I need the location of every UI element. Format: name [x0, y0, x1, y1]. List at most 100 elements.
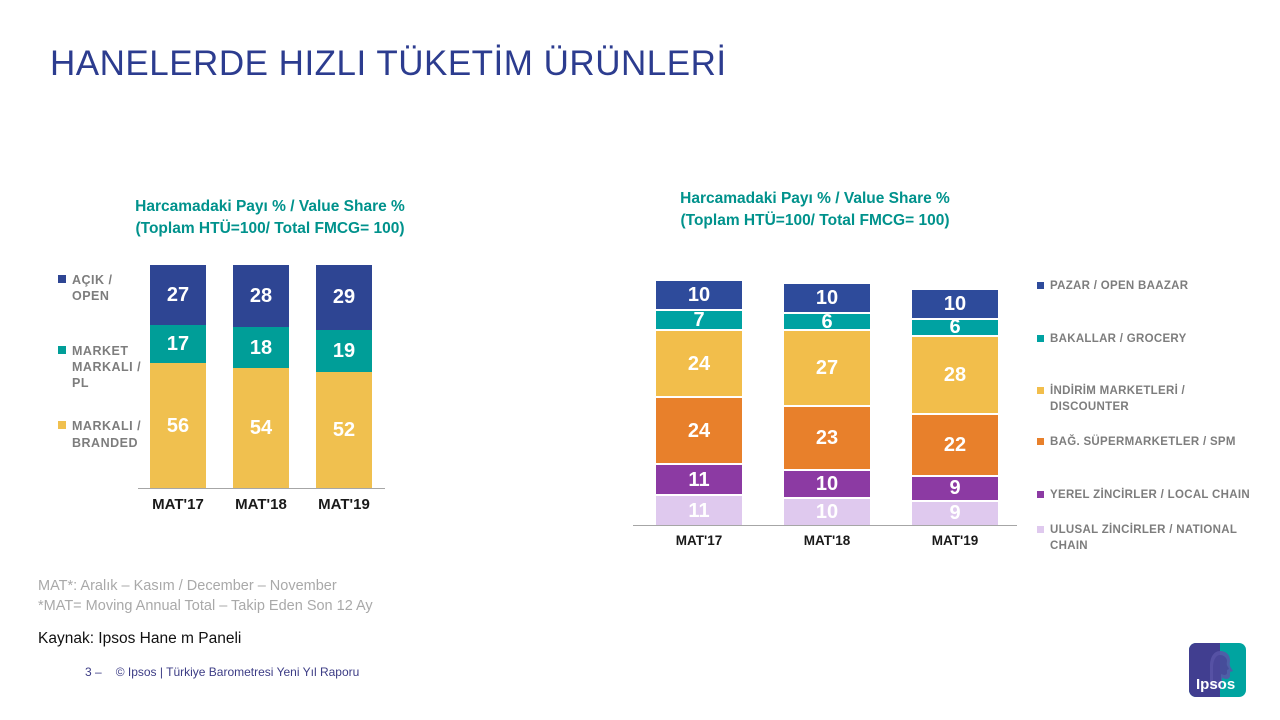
- legend-swatch-icon: [58, 345, 66, 354]
- legend-item: PAZAR / OPEN BAAZAR: [1037, 279, 1261, 295]
- ipsos-logo-icon: Ipsos: [1189, 643, 1246, 697]
- bar-segment: 6: [912, 316, 998, 339]
- legend-swatch-icon: [58, 421, 66, 430]
- bar-value-label: 10: [687, 284, 711, 307]
- legend-item: MARKET MARKALI / PL: [58, 343, 142, 392]
- stacked-bar-MAT'17: 27 17 56: [150, 265, 206, 488]
- source-line: Kaynak: Ipsos Hane m Paneli: [38, 630, 242, 647]
- bar-value-label: 24: [687, 419, 711, 442]
- right-chart-category-axis: MAT'17 MAT'18 MAT'19: [633, 533, 1017, 553]
- bar-value-label: 7: [693, 309, 705, 332]
- bar-value-label: 54: [249, 416, 273, 439]
- legend-swatch-icon: [1037, 526, 1044, 534]
- bar-segment: 11: [656, 463, 742, 495]
- bar-value-label: 11: [688, 468, 710, 491]
- bar-segment: 17: [150, 325, 206, 364]
- stacked-bar-MAT'18: 10 6 27 23 10 10: [784, 284, 870, 525]
- bar-value-label: 23: [815, 426, 839, 449]
- bar-segment: 28: [233, 265, 289, 328]
- bar-segment: 7: [656, 309, 742, 332]
- bar-value-label: 10: [943, 292, 967, 315]
- bar-segment: 10: [656, 281, 742, 310]
- bar-segment: 19: [316, 329, 372, 373]
- bar-value-label: 11: [688, 499, 710, 522]
- bar-value-label: 6: [821, 310, 833, 333]
- bar-value-label: 10: [815, 501, 839, 523]
- left-chart-title: Harcamadaki Payı % / Value Share % (Topl…: [60, 196, 480, 241]
- left-chart-category-axis: MAT'17 MAT'18 MAT'19: [138, 496, 385, 516]
- bar-segment: 10: [784, 497, 870, 525]
- category-label: MAT'19: [318, 496, 370, 513]
- legend-label: BAĞ. SÜPERMARKETLER / SPM: [1050, 436, 1236, 449]
- bar-segment: 10: [784, 469, 870, 497]
- stacked-bar-MAT'19: 10 6 28 22 9 9: [912, 289, 998, 525]
- bar-value-label: 27: [166, 284, 190, 307]
- bar-segment: 10: [912, 289, 998, 318]
- legend-item: BAĞ. SÜPERMARKETLER / SPM: [1037, 435, 1261, 451]
- right-chart-title-line1: Harcamadaki Payı % / Value Share %: [680, 190, 950, 207]
- footnotes: MAT*: Aralık – Kasım / December – Novemb…: [38, 576, 373, 617]
- right-chart-legend: PAZAR / OPEN BAAZAR BAKALLAR / GROCERY İND…: [1037, 279, 1261, 591]
- bar-value-label: 28: [943, 363, 967, 386]
- bar-segment: 27: [784, 329, 870, 405]
- right-chart-plot-area: 10 7 24 24 11 11 10 6 27 23 10 10 10 6 28 22 9 9: [633, 280, 1017, 526]
- legend-swatch-icon: [1037, 387, 1044, 395]
- bar-segment: 11: [656, 494, 742, 525]
- legend-label: AÇIK / OPEN: [72, 273, 113, 304]
- bar-value-label: 22: [943, 433, 967, 456]
- bar-value-label: 19: [332, 339, 356, 362]
- bar-value-label: 10: [815, 473, 839, 495]
- left-chart-title-line2: (Toplam HTÜ=100/ Total FMCG= 100): [135, 220, 405, 238]
- legend-swatch-icon: [1037, 282, 1044, 289]
- legend-item: ULUSAL ZİNCİRLER / NATIONAL CHAIN: [1037, 523, 1261, 554]
- legend-swatch-icon: [1037, 334, 1044, 342]
- bar-segment: 23: [784, 404, 870, 469]
- category-label: MAT'18: [235, 496, 287, 513]
- left-chart-title-line1: Harcamadaki Payı % / Value Share %: [135, 198, 405, 215]
- bar-segment: 28: [912, 334, 998, 414]
- stacked-bar-MAT'17: 10 7 24 24 11 11: [656, 281, 742, 525]
- legend-item: AÇIK / OPEN: [58, 272, 142, 305]
- bar-segment: 10: [784, 284, 870, 313]
- bar-value-label: 27: [815, 356, 839, 379]
- page-footer: 3 – © Ipsos | Türkiye Barometresi Yeni Y…: [85, 665, 359, 679]
- category-label: MAT'19: [931, 533, 979, 548]
- right-chart-title: Harcamadaki Payı % / Value Share % (Topl…: [640, 188, 990, 233]
- bar-segment: 22: [912, 413, 998, 475]
- stacked-bar-MAT'19: 29 19 52: [316, 265, 372, 488]
- page-number: 3 –: [85, 665, 102, 679]
- legend-item: İNDİRİM MARKETLERİ / DISCOUNTER: [1037, 384, 1261, 415]
- footnote-line-1: MAT*: Aralık – Kasım / December – Novemb…: [38, 578, 337, 594]
- bar-value-label: 56: [166, 414, 190, 437]
- legend-swatch-icon: [58, 275, 66, 283]
- legend-swatch-icon: [1037, 438, 1044, 446]
- left-chart-plot-area: 27 17 56 28 18 54 29 19 52: [138, 265, 385, 489]
- legend-item: BAKALLAR / GROCERY: [1037, 332, 1261, 348]
- bar-value-label: 18: [249, 336, 273, 359]
- legend-item: MARKALI / BRANDED: [58, 418, 142, 451]
- bar-segment: 9: [912, 474, 998, 500]
- ipsos-logo: Ipsos: [1189, 643, 1246, 697]
- category-label: MAT'17: [675, 533, 723, 548]
- bar-segment: 52: [316, 372, 372, 488]
- bar-value-label: 24: [687, 352, 711, 375]
- footnote-line-2: *MAT= Moving Annual Total – Takip Eden S…: [38, 598, 373, 615]
- legend-swatch-icon: [1037, 490, 1044, 498]
- bar-value-label: 9: [949, 477, 961, 500]
- bar-value-label: 6: [949, 316, 961, 339]
- bar-value-label: 17: [166, 333, 190, 356]
- bar-value-label: 9: [949, 502, 961, 525]
- bar-segment: 9: [912, 499, 998, 525]
- bar-value-label: 28: [249, 285, 273, 308]
- copyright-text: © Ipsos | Türkiye Barometresi Yeni Yıl R…: [115, 665, 360, 679]
- stacked-bar-MAT'18: 28 18 54: [233, 265, 289, 488]
- bar-segment: 54: [233, 367, 289, 488]
- page-title: HANELERDE HIZLI TÜKETİM ÜRÜNLERİ: [50, 44, 727, 83]
- legend-label: MARKET MARKALI / PL: [72, 343, 142, 391]
- category-label: MAT'18: [803, 533, 851, 548]
- svg-text:Ipsos: Ipsos: [1196, 676, 1235, 693]
- bar-value-label: 52: [332, 419, 356, 442]
- bar-segment: 24: [656, 329, 742, 397]
- bar-segment: 24: [656, 396, 742, 464]
- bar-segment: 27: [150, 265, 206, 326]
